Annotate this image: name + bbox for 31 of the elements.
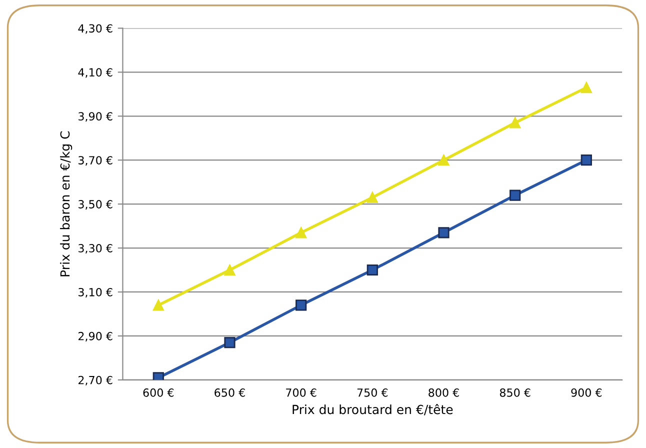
point (438, 227, 450, 238)
x-tick-label: 650 € (214, 388, 245, 397)
y-axis-title: Prix du baron en €/kg C (60, 131, 72, 276)
point (152, 300, 164, 311)
point (296, 227, 307, 238)
x-tick-label: 600 € (143, 388, 174, 397)
y-tick-label: 4,10 € (78, 68, 112, 78)
x-tick-label: 900 € (571, 388, 602, 397)
y-tick-label: 3,30 € (78, 244, 112, 254)
point (510, 117, 521, 128)
point (580, 154, 592, 166)
x-axis-title: Prix du broutard en €/tête (292, 404, 453, 416)
point (438, 154, 450, 166)
y-tick-label: 2,90 € (78, 332, 112, 342)
y-tick-label: 3,70 € (78, 156, 112, 166)
y-tick-label: 3,90 € (78, 112, 112, 122)
point (366, 192, 378, 204)
x-tick-label: 800 € (428, 388, 459, 397)
x-tick-label: 850 € (500, 388, 530, 397)
y-tick-label: 2,70 € (78, 376, 112, 386)
point (366, 264, 378, 276)
x-tick-label: 750 € (357, 388, 388, 397)
point (296, 300, 307, 311)
y-tick-label: 4,30 € (78, 24, 112, 34)
x-tick-label: 700 € (286, 388, 316, 397)
point (224, 264, 236, 276)
point (224, 336, 236, 348)
point (580, 82, 592, 94)
y-tick-label: 3,10 € (78, 288, 112, 298)
y-tick-label: 3,50 € (78, 200, 112, 210)
point (510, 190, 521, 201)
